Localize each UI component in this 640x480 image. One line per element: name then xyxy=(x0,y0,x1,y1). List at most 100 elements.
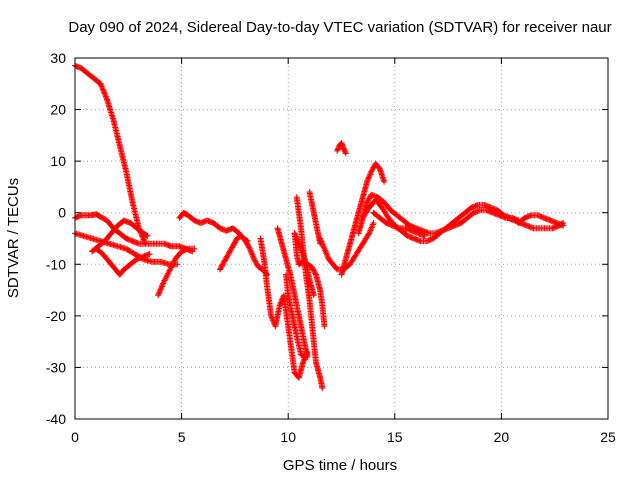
data-point xyxy=(146,235,149,237)
data-point xyxy=(82,235,85,237)
data-point xyxy=(123,219,125,222)
data-point xyxy=(345,258,347,260)
data-point xyxy=(293,294,296,296)
data-point xyxy=(362,217,364,219)
data-point xyxy=(434,232,436,234)
data-point xyxy=(117,245,119,247)
series-track-20 xyxy=(370,209,428,239)
data-point xyxy=(302,335,304,338)
data-point xyxy=(131,201,134,203)
series-track-4 xyxy=(89,217,151,255)
plot-frame xyxy=(74,57,609,420)
data-point xyxy=(283,294,285,296)
series-track-18 xyxy=(355,191,522,237)
x-tick-label: 20 xyxy=(494,429,510,445)
data-point xyxy=(357,212,360,214)
data-point xyxy=(163,243,166,245)
data-point xyxy=(232,245,234,247)
series-track-11 xyxy=(274,225,311,361)
data-point xyxy=(110,232,112,234)
data-point xyxy=(95,248,97,250)
data-point xyxy=(372,222,375,224)
y-tick-label: 30 xyxy=(50,50,66,66)
data-point xyxy=(549,219,552,222)
data-point xyxy=(383,201,385,203)
data-point xyxy=(379,217,381,219)
data-point xyxy=(404,227,407,229)
x-tick-label: 0 xyxy=(71,429,79,445)
x-tick-label: 15 xyxy=(387,429,403,445)
data-point xyxy=(381,206,383,209)
data-point xyxy=(170,245,172,247)
series-track-6 xyxy=(155,245,198,299)
data-point xyxy=(181,250,183,252)
data-point xyxy=(368,206,370,209)
data-point xyxy=(176,263,178,265)
data-point xyxy=(266,284,268,286)
data-point xyxy=(396,214,398,216)
data-point xyxy=(336,268,338,271)
data-point xyxy=(353,227,355,229)
data-point xyxy=(287,294,289,296)
data-point xyxy=(315,274,317,276)
data-point xyxy=(168,271,170,273)
data-point xyxy=(131,240,134,242)
data-point xyxy=(355,253,358,255)
data-point xyxy=(134,253,136,255)
data-point xyxy=(136,258,138,260)
data-point xyxy=(187,248,189,250)
data-point xyxy=(259,237,262,240)
data-point xyxy=(551,227,554,229)
data-point xyxy=(317,232,319,234)
data-point xyxy=(291,315,294,317)
data-point xyxy=(119,145,121,147)
data-point xyxy=(306,356,308,358)
data-point xyxy=(349,243,351,245)
data-point xyxy=(157,294,159,296)
data-point xyxy=(302,248,304,250)
data-point xyxy=(389,209,392,211)
data-point xyxy=(293,371,296,374)
data-point xyxy=(136,227,138,229)
data-point xyxy=(80,214,82,216)
data-point xyxy=(332,263,334,265)
data-point xyxy=(406,235,409,237)
data-point xyxy=(119,274,121,276)
data-point xyxy=(112,119,114,121)
x-axis-label: GPS time / hours xyxy=(283,457,397,474)
data-point xyxy=(415,227,417,229)
y-tick-label: 20 xyxy=(50,102,66,118)
data-point xyxy=(291,356,294,358)
series-track-23 xyxy=(515,212,567,229)
y-tick-label: 0 xyxy=(58,205,66,221)
data-point xyxy=(311,320,313,322)
data-point xyxy=(298,315,300,317)
data-point xyxy=(219,227,221,229)
data-point xyxy=(212,222,215,224)
data-point xyxy=(370,170,372,173)
data-point xyxy=(257,266,259,268)
data-point xyxy=(200,222,202,224)
data-point xyxy=(238,232,240,234)
data-point xyxy=(123,268,125,271)
data-point xyxy=(417,232,419,234)
data-point xyxy=(473,212,475,214)
data-point xyxy=(104,240,106,242)
data-point xyxy=(149,253,151,255)
data-point xyxy=(532,227,534,229)
data-point xyxy=(99,216,102,218)
data-point xyxy=(300,353,302,356)
data-point xyxy=(129,222,132,224)
data-point xyxy=(161,284,164,286)
x-tick-label: 5 xyxy=(178,429,186,445)
data-point xyxy=(206,219,208,222)
data-point xyxy=(517,222,520,224)
data-point xyxy=(345,152,347,155)
data-point xyxy=(496,209,498,211)
data-point xyxy=(438,232,441,234)
data-point xyxy=(315,222,317,224)
data-point xyxy=(530,214,532,216)
data-point xyxy=(323,325,326,327)
series-track-10 xyxy=(283,271,309,361)
data-point xyxy=(142,255,144,258)
